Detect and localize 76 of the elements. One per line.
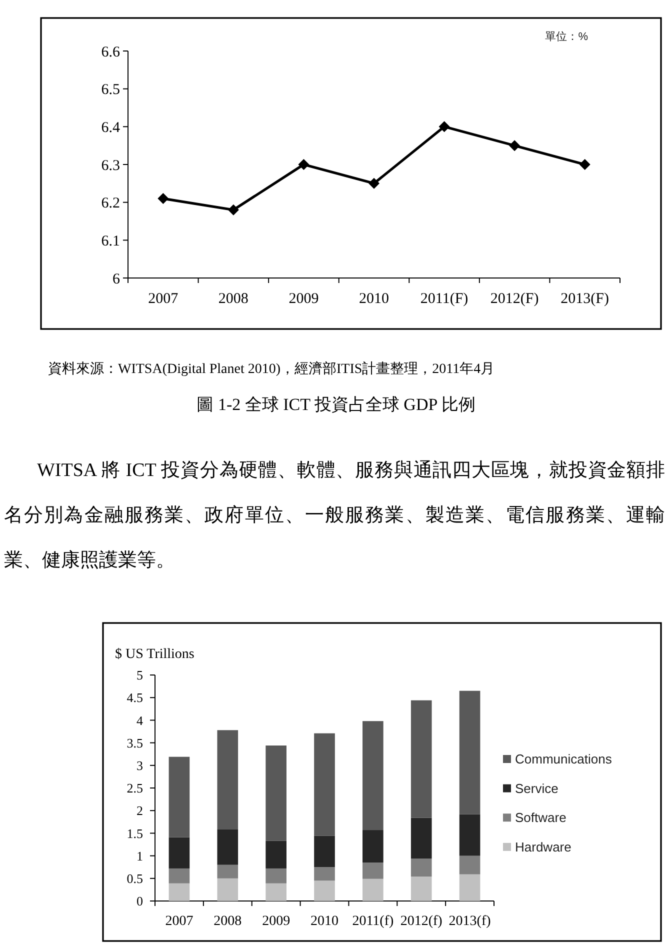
- legend-label: Communications: [515, 752, 612, 766]
- y-tick-label: 6.6: [101, 44, 120, 60]
- x-tick-label: 2012(F): [490, 291, 539, 307]
- bar: [168, 883, 190, 901]
- bar: [362, 830, 384, 863]
- point: [509, 140, 520, 152]
- y-axis-title: $ US Trillions: [115, 647, 194, 662]
- x-tick-label: 2007: [165, 914, 194, 929]
- bar: [217, 730, 238, 830]
- y-tick-label: 6.3: [101, 158, 120, 174]
- x-tick-label: 2007: [148, 291, 179, 307]
- bar: [266, 883, 286, 901]
- y-tick-label: 6.5: [101, 82, 120, 98]
- y-tick-label: 4: [136, 712, 144, 728]
- bar: [168, 868, 190, 884]
- bar: [410, 876, 432, 901]
- text: WITSA 將 ICT 投資分為硬體、軟體、服務與通訊四大區塊，就投資金額排名分別為金融服務業、政府單位、一般服務業、製造業、電信服務業、運輸業、健康照護業等。: [4, 460, 665, 571]
- point: [438, 121, 450, 132]
- y-tick-label: 3.5: [126, 735, 143, 750]
- legend-label: Hardware: [515, 839, 572, 854]
- y-tick-label: 5: [136, 668, 143, 683]
- bar: [459, 856, 480, 874]
- y-tick-label: 6.2: [101, 196, 120, 212]
- text: 圖 1-2 全球 ICT 投資占全球 GDP 比例: [196, 394, 476, 416]
- point: [158, 193, 169, 204]
- y-tick-label: 6: [112, 271, 120, 288]
- y-tick-label: 4.5: [126, 690, 143, 706]
- y-tick-label: 1: [136, 848, 143, 864]
- y-tick-label: 2: [136, 803, 143, 818]
- bar: [314, 836, 335, 868]
- bar: [168, 756, 190, 838]
- x-tick-label: 2013(f): [448, 914, 492, 929]
- bar: [266, 746, 286, 841]
- legend-label: Service: [515, 780, 558, 796]
- x-tick-label: 2010: [310, 914, 338, 929]
- y-tick-label: 0: [136, 894, 143, 909]
- bar: [266, 868, 286, 884]
- x-tick-label: 2009: [288, 291, 319, 307]
- bar: [362, 862, 384, 879]
- y-tick-label: 0.5: [126, 870, 143, 886]
- x-tick-label: 2013(F): [560, 291, 610, 307]
- x-tick-label: 2009: [262, 914, 290, 929]
- bar: [217, 878, 238, 901]
- legend-label: Software: [515, 810, 566, 826]
- point: [228, 204, 239, 216]
- y-tick-label: 6.4: [101, 120, 120, 136]
- bar: [410, 818, 432, 859]
- bar: [217, 829, 238, 865]
- bar: [459, 690, 480, 814]
- x-tick-label: 2012(f): [400, 914, 443, 929]
- bar: [314, 867, 335, 881]
- bar: [362, 721, 384, 830]
- y-tick-label: 3: [136, 758, 143, 773]
- bar: [410, 858, 432, 877]
- source-note: 資料來源：WITSA(Digital Planet 2010)，經濟部ITIS計畫整理，2011年4月: [48, 360, 496, 379]
- text: 單位：%: [545, 31, 588, 43]
- bar: [459, 814, 480, 856]
- bar: [266, 840, 286, 868]
- bar: [217, 864, 238, 878]
- y-tick-label: 1.5: [126, 826, 143, 841]
- bar: [459, 874, 480, 901]
- point: [579, 159, 590, 170]
- bar: [314, 733, 335, 836]
- point: [298, 159, 310, 170]
- bar: [314, 880, 335, 901]
- x-tick-label: 2011(f): [352, 914, 394, 929]
- x-tick-label: 2008: [218, 291, 248, 307]
- x-tick-label: 2008: [214, 914, 242, 929]
- bar: [362, 878, 384, 901]
- bar: [410, 700, 432, 818]
- x-tick-label: 2011(F): [420, 291, 468, 307]
- y-tick-label: 2.5: [126, 780, 143, 796]
- y-tick-label: 6.1: [101, 233, 120, 250]
- bar: [168, 837, 190, 868]
- point: [368, 178, 380, 189]
- x-tick-label: 2010: [359, 291, 389, 307]
